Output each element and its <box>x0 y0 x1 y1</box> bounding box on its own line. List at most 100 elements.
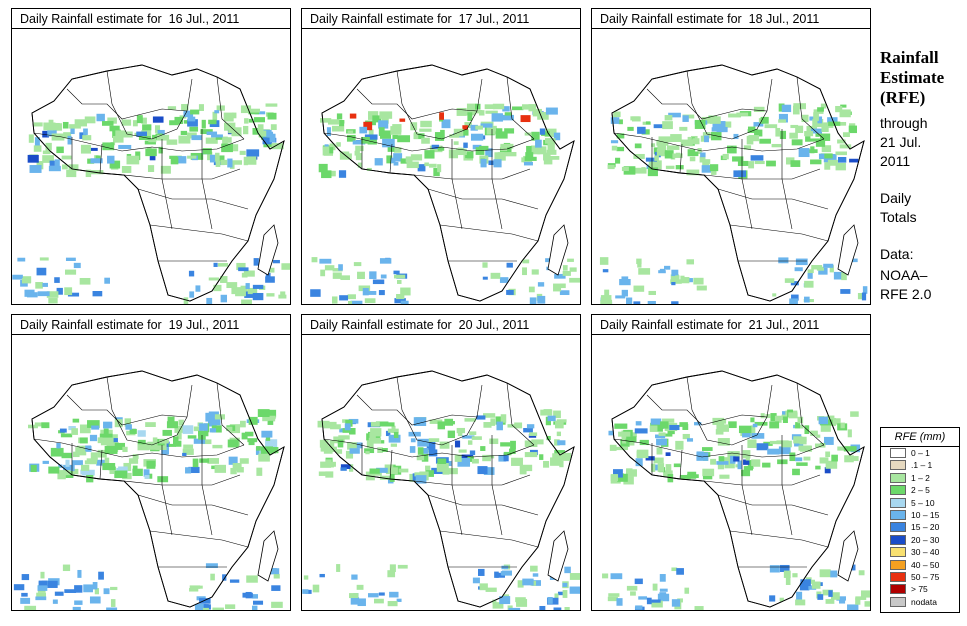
rainfall-cell <box>253 258 259 266</box>
rainfall-cell <box>795 258 808 266</box>
country-border <box>413 474 531 486</box>
rainfall-cell <box>665 464 672 473</box>
rainfall-cell <box>97 437 103 444</box>
rainfall-cell <box>723 121 732 128</box>
rainfall-cell <box>142 124 152 131</box>
rainfall-cell <box>728 421 737 429</box>
rainfall-cell <box>704 135 709 143</box>
rainfall-cell <box>671 301 679 304</box>
rainfall-cell <box>110 599 116 607</box>
rainfall-cell <box>464 418 476 422</box>
rainfall-cell <box>823 263 834 268</box>
rainfall-cell <box>410 438 416 443</box>
rainfall-cell <box>671 269 679 277</box>
rainfall-cell <box>543 152 551 161</box>
rainfall-cell <box>531 580 542 586</box>
rainfall-cell <box>608 430 614 436</box>
rainfall-cell <box>769 595 776 602</box>
rainfall-cell <box>622 438 627 444</box>
rainfall-cell <box>650 418 662 425</box>
rainfall-cell <box>365 451 370 455</box>
country-border <box>686 70 773 140</box>
rainfall-cell <box>96 113 105 122</box>
rainfall-cell <box>493 159 502 168</box>
rainfall-cell <box>65 269 77 275</box>
rainfall-cell <box>243 156 248 166</box>
rainfall-cell <box>651 143 656 147</box>
rainfall-cell <box>517 580 524 588</box>
rainfall-cell <box>522 267 527 276</box>
rainfall-cell <box>654 155 659 161</box>
rainfall-cell <box>72 606 81 610</box>
rainfall-cell <box>835 105 843 113</box>
country-border <box>356 88 478 120</box>
rainfall-cell <box>529 297 537 304</box>
rainfall-cell <box>79 424 91 434</box>
rainfall-cell <box>416 455 425 461</box>
rainfall-cell <box>743 459 750 465</box>
rainfall-cell <box>672 153 683 158</box>
madagascar-outline <box>837 530 859 582</box>
rainfall-cell <box>792 573 798 578</box>
country-border <box>33 438 245 458</box>
rainfall-cell <box>623 166 636 175</box>
rainfall-cell <box>820 133 831 141</box>
rainfall-cell <box>372 115 382 123</box>
rainfall-cell <box>680 277 690 284</box>
rainfall-cell <box>226 426 233 432</box>
rainfall-cell <box>760 116 769 124</box>
rainfall-cell <box>503 451 512 456</box>
rainfall-cell <box>610 140 619 144</box>
rainfall-cell <box>751 433 765 439</box>
country-border <box>729 224 829 242</box>
rainfall-map <box>302 370 580 610</box>
rainfall-cell <box>327 119 340 125</box>
rainfall-cell <box>500 144 508 152</box>
rainfall-cell <box>841 272 847 281</box>
rainfall-cell <box>387 428 399 433</box>
rainfall-cell <box>121 119 132 126</box>
rainfall-cell <box>103 421 113 429</box>
rainfall-cell <box>634 428 648 434</box>
rainfall-cell <box>353 262 362 267</box>
country-border <box>389 449 393 480</box>
rainfall-cell <box>256 446 261 451</box>
rainfall-cell <box>84 460 98 465</box>
rainfall-cell <box>488 160 497 166</box>
rainfall-cell <box>815 140 826 147</box>
rainfall-cell <box>320 118 332 123</box>
rainfall-cell <box>649 425 658 432</box>
rainfall-cell <box>657 593 670 602</box>
rainfall-cell <box>21 278 32 284</box>
rainfall-cell <box>852 258 858 263</box>
rainfall-cell <box>207 417 221 427</box>
legend-swatch <box>890 509 906 520</box>
rainfall-cell <box>205 563 218 569</box>
rainfall-cell <box>374 158 383 166</box>
rainfall-cell <box>193 426 203 432</box>
rainfall-cell <box>509 448 516 455</box>
rainfall-cell <box>118 466 128 474</box>
rainfall-cell <box>741 469 751 477</box>
rainfall-cell <box>364 134 378 140</box>
rainfall-cell <box>34 137 40 146</box>
rainfall-cell <box>396 598 402 602</box>
rainfall-cell <box>243 270 255 277</box>
rainfall-cell <box>677 598 683 603</box>
legend-item: 20 – 30 <box>881 534 959 546</box>
legend-swatch <box>890 571 906 582</box>
rainfall-cell <box>526 145 532 155</box>
country-border <box>413 168 531 180</box>
rainfall-cell <box>659 588 668 592</box>
rainfall-cell <box>125 424 132 430</box>
rainfall-cell <box>539 128 546 135</box>
rainfall-cell <box>252 284 264 289</box>
rainfall-cell <box>245 283 250 289</box>
rainfall-cell <box>45 142 52 151</box>
rainfall-cell <box>124 418 132 427</box>
rainfall-cell <box>634 167 647 174</box>
rainfall-cell <box>80 464 90 471</box>
rainfall-cell <box>126 155 140 165</box>
rainfall-cell <box>467 456 474 462</box>
rainfall-cell <box>686 169 700 176</box>
